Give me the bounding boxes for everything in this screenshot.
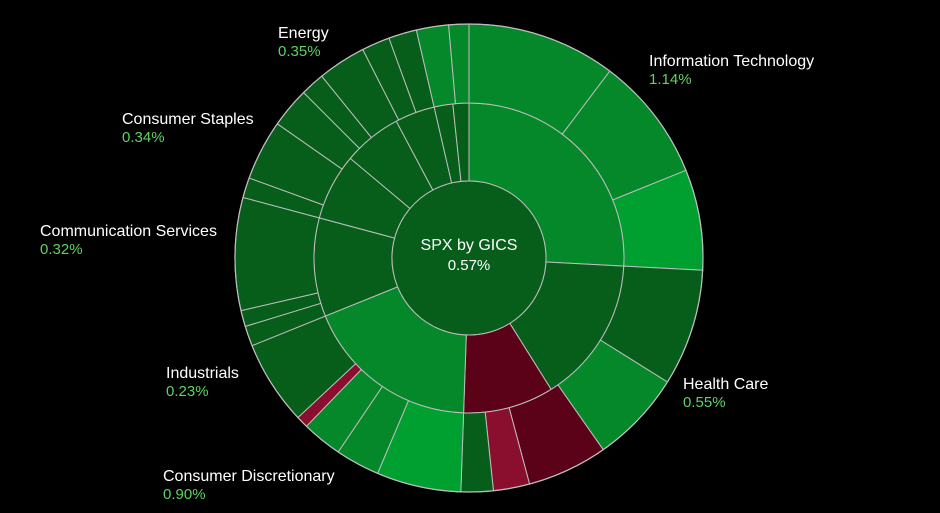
sector-value: 1.14% <box>649 71 692 88</box>
sector-labels: Information Technology 1.14% Health Care… <box>40 25 814 503</box>
center-value: 0.57% <box>448 257 491 274</box>
sector-label-health-care[interactable]: Health Care 0.55% <box>683 376 768 411</box>
sector-label-communication-services[interactable]: Communication Services 0.32% <box>40 223 217 258</box>
sector-value: 0.34% <box>122 129 165 146</box>
chart-center: SPX by GICS 0.57% <box>391 180 547 336</box>
sector-name: Consumer Discretionary <box>163 468 335 485</box>
sector-value: 0.23% <box>166 383 209 400</box>
sector-name: Industrials <box>166 365 239 382</box>
sector-name: Information Technology <box>649 53 814 70</box>
sector-name: Consumer Staples <box>122 111 254 128</box>
sector-name: Communication Services <box>40 223 217 240</box>
center-disc <box>391 180 547 336</box>
sector-label-information-technology[interactable]: Information Technology 1.14% <box>649 53 814 88</box>
sector-label-industrials[interactable]: Industrials 0.23% <box>166 365 239 400</box>
sector-value: 0.32% <box>40 241 83 258</box>
sector-name: Health Care <box>683 376 768 393</box>
sector-label-consumer-discretionary[interactable]: Consumer Discretionary 0.90% <box>163 468 335 503</box>
sector-label-energy[interactable]: Energy 0.35% <box>278 25 329 60</box>
sector-value: 0.35% <box>278 43 321 60</box>
sector-value: 0.55% <box>683 394 726 411</box>
sunburst-rings <box>234 23 704 493</box>
outer-border <box>234 23 704 493</box>
sector-value: 0.90% <box>163 486 206 503</box>
sector-name: Energy <box>278 25 329 42</box>
center-title: SPX by GICS <box>421 237 518 254</box>
sector-label-consumer-staples[interactable]: Consumer Staples 0.34% <box>122 111 254 146</box>
